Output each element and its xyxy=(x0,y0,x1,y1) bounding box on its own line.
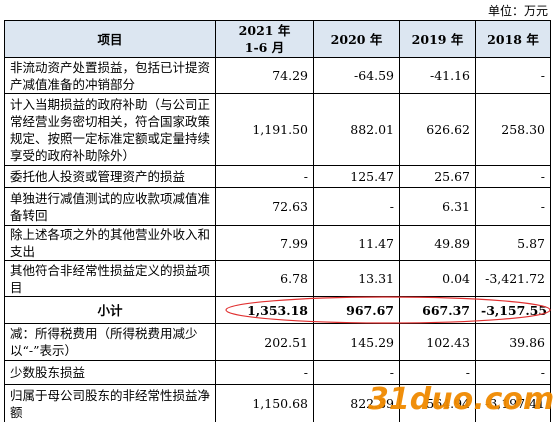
value-cell: -3,157.55 xyxy=(475,296,551,324)
value-cell: -64.59 xyxy=(313,57,400,94)
value-cell: 967.67 xyxy=(313,296,400,324)
item-cell: 少数股东损益 xyxy=(4,360,216,385)
value-cell: 25.67 xyxy=(399,165,476,188)
table: 项目 2021 年 1-6 月 2020 年 2019 年 2018 年 非流动资产处置… xyxy=(4,20,551,422)
value-cell: -41.16 xyxy=(399,57,476,94)
value-cell: - xyxy=(475,57,551,94)
value-cell: 39.86 xyxy=(475,323,551,361)
value-cell: 258.30 xyxy=(475,93,551,166)
value-cell: 822.39 xyxy=(313,384,400,422)
value-cell: 1,191.50 xyxy=(215,93,314,166)
item-cell: 委托他人投资或管理资产的损益 xyxy=(4,165,216,188)
table-row: 非流动资产处置损益，包括已计提资产减值准备的冲销部分 74.29 -64.59 -41… xyxy=(4,57,551,94)
value-cell: 49.89 xyxy=(399,225,476,261)
value-cell: 626.62 xyxy=(399,93,476,166)
header-cell: 2020 年 xyxy=(313,20,400,58)
value-cell: - xyxy=(215,360,314,385)
table-row: 委托他人投资或管理资产的损益 -125.47 25.67- xyxy=(4,165,551,188)
value-cell: -3,421.72 xyxy=(475,260,551,297)
value-cell: 1,150.68 xyxy=(215,384,314,422)
item-cell: 单独进行减值测试的应收款项减值准备转回 xyxy=(4,187,216,226)
value-cell: 145.29 xyxy=(313,323,400,361)
value-cell: 13.31 xyxy=(313,260,400,297)
value-cell: - xyxy=(313,187,400,226)
item-cell: 归属于母公司股东的非经常性损益净额 xyxy=(4,384,216,422)
value-cell: 667.37 xyxy=(399,296,476,324)
value-cell: 5.87 xyxy=(475,225,551,261)
value-cell: 7.99 xyxy=(215,225,314,261)
table-row: 小计 1,353.18 967.67 667.37 -3,157.55 xyxy=(4,296,551,324)
value-cell: - xyxy=(313,360,400,385)
header-cell: 2019 年 xyxy=(399,20,476,58)
item-cell: 其他符合非经常性损益定义的损益项目 xyxy=(4,260,216,297)
value-cell: 6.31 xyxy=(399,187,476,226)
value-cell: - xyxy=(475,165,551,188)
value-cell: 11.47 xyxy=(313,225,400,261)
table-row: 计入当期损益的政府补助（与公司正常经营业务密切相关，符合国家政策规定、按照一定标… xyxy=(4,93,551,166)
value-cell: 882.01 xyxy=(313,93,400,166)
table-row: 单独进行减值测试的应收款项减值准备转回 72.63-6.31- xyxy=(4,187,551,226)
item-cell: 减：所得税费用（所得税费用减少以“-”表示） xyxy=(4,323,216,361)
item-cell: 小计 xyxy=(4,296,216,324)
table-row: 减：所得税费用（所得税费用减少以“-”表示） 202.51 145.29 102.43… xyxy=(4,323,551,361)
table-row: 除上述各项之外的其他营业外收入和支出 7.99 11.47 49.89 5.87 xyxy=(4,225,551,261)
table-row: 归属于母公司股东的非经常性损益净额 1,150.68 822.39 564.94 -3,… xyxy=(4,384,551,422)
header-row: 项目 2021 年 1-6 月 2020 年 2019 年 2018 年 xyxy=(4,20,551,58)
value-cell: - xyxy=(215,165,314,188)
value-cell: - xyxy=(399,360,476,385)
value-cell: -3,197.41 xyxy=(475,384,551,422)
table-row: 其他符合非经常性损益定义的损益项目 6.78 13.31 0.04 -3,421.72 xyxy=(4,260,551,297)
value-cell: 0.04 xyxy=(399,260,476,297)
value-cell: 564.94 xyxy=(399,384,476,422)
value-cell: 202.51 xyxy=(215,323,314,361)
value-cell: 1,353.18 xyxy=(215,296,314,324)
value-cell: 6.78 xyxy=(215,260,314,297)
item-cell: 非流动资产处置损益，包括已计提资产减值准备的冲销部分 xyxy=(4,57,216,94)
item-cell: 计入当期损益的政府补助（与公司正常经营业务密切相关，符合国家政策规定、按照一定标… xyxy=(4,93,216,166)
value-cell: - xyxy=(475,360,551,385)
value-cell: - xyxy=(475,187,551,226)
value-cell: 125.47 xyxy=(313,165,400,188)
watermark: 31duo.com xyxy=(368,382,554,417)
item-cell: 除上述各项之外的其他营业外收入和支出 xyxy=(4,225,216,261)
value-cell: 74.29 xyxy=(215,57,314,94)
header-cell: 2018 年 xyxy=(475,20,551,58)
value-cell: 102.43 xyxy=(399,323,476,361)
table-row: 少数股东损益 - - - - xyxy=(4,360,551,385)
header-cell: 项目 xyxy=(4,20,216,58)
header-cell: 2021 年 1-6 月 xyxy=(215,20,314,58)
unit-label: 单位：万元 xyxy=(487,4,548,18)
value-cell: 72.63 xyxy=(215,187,314,226)
